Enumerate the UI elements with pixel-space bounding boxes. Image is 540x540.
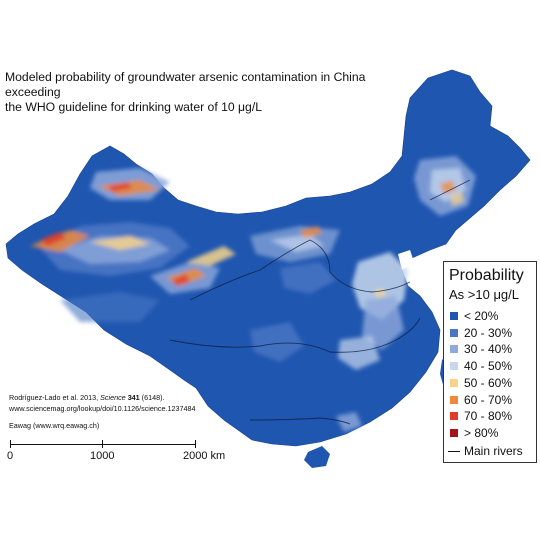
scale-tick-0 (10, 440, 11, 448)
legend-item-main-rivers: Main rivers (448, 444, 536, 460)
scale-label-1000: 1000 (90, 450, 115, 462)
credits: Rodríguez-Lado et al. 2013, Science 341 … (9, 392, 249, 431)
citation-prefix: Rodríguez-Lado et al. 2013, (9, 393, 101, 402)
legend-label: < 20% (464, 309, 499, 323)
scale-label-0: 0 (7, 450, 14, 462)
river-line-swatch (448, 451, 460, 452)
map-title: Modeled probability of groundwater arsen… (5, 70, 405, 115)
legend-swatch (450, 362, 458, 371)
legend-item: > 80% (448, 426, 536, 442)
legend-label: 20 - 30% (464, 325, 513, 340)
legend-swatch (450, 378, 458, 387)
citation: Rodríguez-Lado et al. 2013, Science 341 … (9, 392, 249, 403)
org-credit: Eawag (www.wrq.eawag.ch) (9, 421, 100, 430)
citation-journal: Science (100, 393, 126, 402)
map-title-line-2: the WHO guideline for drinking water of … (5, 100, 262, 114)
china-landmass (5, 69, 531, 447)
legend-item: < 20% (448, 309, 536, 325)
scale-tick-2000 (195, 440, 196, 448)
legend-label: > 80% (464, 425, 499, 440)
legend-item: 70 - 80% (448, 409, 536, 425)
legend-label: 40 - 50% (464, 359, 513, 374)
citation-issue: (6148). (139, 393, 165, 402)
scale-tick-1000 (102, 440, 103, 448)
legend-item: 60 - 70% (448, 393, 536, 409)
legend-swatch (450, 312, 458, 320)
legend-subtitle: As >10 μg/L (449, 287, 520, 302)
legend-label: 50 - 60% (464, 375, 513, 390)
bohai-sea (398, 250, 414, 270)
legend-label: 60 - 70% (464, 392, 513, 407)
doi-link: www.sciencemag.org/lookup/doi/10.1126/sc… (9, 404, 196, 413)
legend-item: 20 - 30% (448, 326, 536, 342)
legend-item: 40 - 50% (448, 359, 536, 375)
legend-title: Probability (449, 267, 524, 284)
map-title-line-1: Modeled probability of groundwater arsen… (5, 70, 366, 99)
legend-item: 50 - 60% (448, 376, 536, 392)
legend-swatch (450, 345, 458, 354)
legend-label: 30 - 40% (464, 342, 513, 357)
legend-swatch (450, 412, 458, 421)
legend-swatch (450, 328, 458, 337)
legend-label-main-rivers: Main rivers (464, 444, 523, 458)
hainan-island (304, 446, 330, 468)
probability-patches (30, 156, 476, 432)
legend-swatch (450, 395, 458, 404)
main-rivers (169, 179, 471, 425)
legend-swatch (450, 428, 458, 437)
legend-item: 30 - 40% (448, 342, 536, 358)
legend-label: 70 - 80% (464, 409, 513, 424)
scale-bar: 0 1000 2000 km (7, 438, 240, 468)
scale-label-2000: 2000 km (183, 450, 226, 462)
legend: Probability As >10 μg/L < 20% 20 - 30% 30 … (443, 261, 537, 463)
citation-volume: 341 (127, 393, 140, 402)
